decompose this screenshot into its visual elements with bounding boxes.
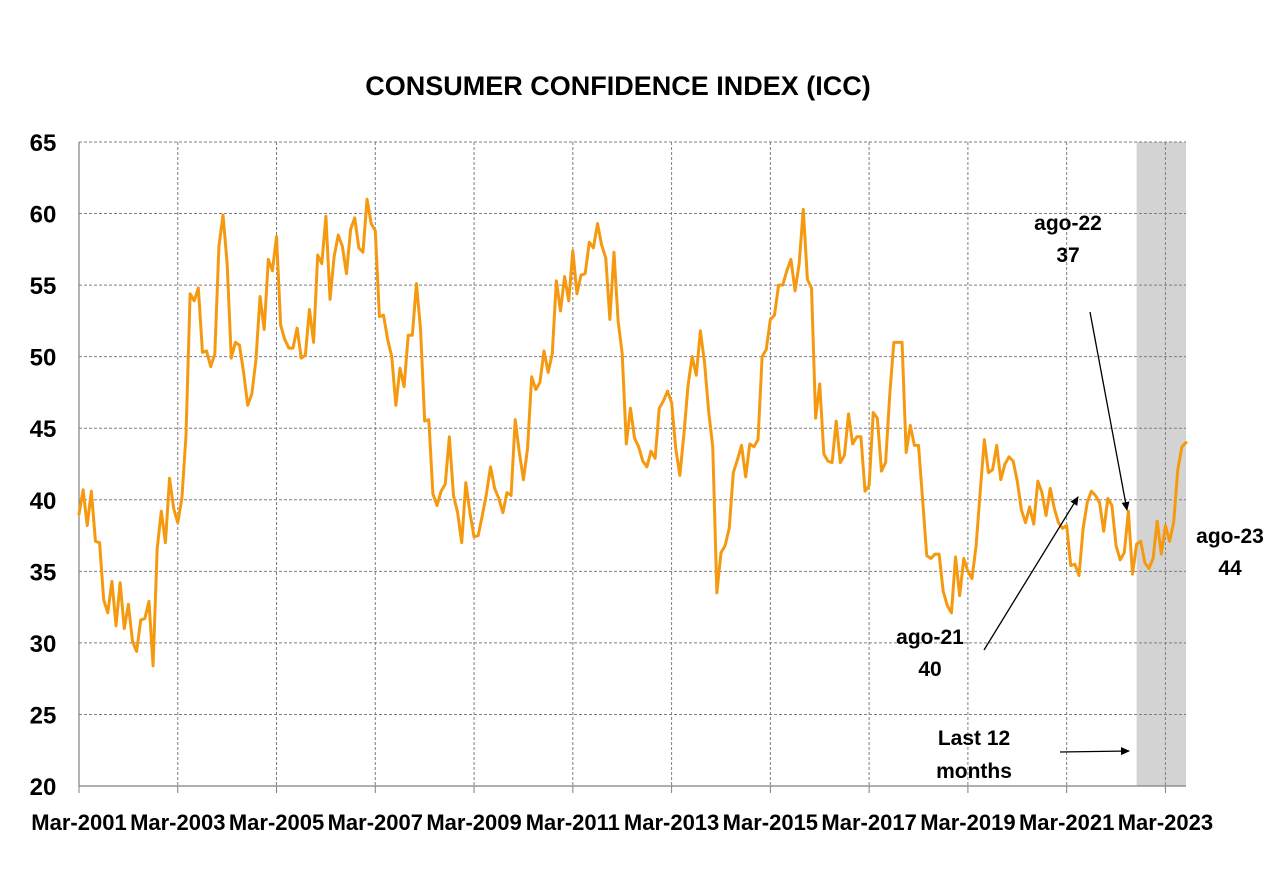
annotation-ago-22-label: ago-22 bbox=[1034, 212, 1102, 235]
x-tick-label-Mar-2003: Mar-2003 bbox=[130, 810, 225, 835]
y-tick-label-30: 30 bbox=[30, 631, 57, 658]
annotation-ago-22: ago-22 37 bbox=[1034, 212, 1130, 511]
annotation-last-12-arrow bbox=[1059, 747, 1130, 756]
annotation-last-12-label-2: months bbox=[936, 760, 1012, 783]
y-tick-label-60: 60 bbox=[30, 202, 57, 229]
y-tick-label-25: 25 bbox=[30, 702, 57, 729]
x-tick-label-Mar-2001: Mar-2001 bbox=[31, 810, 126, 835]
x-tick-label-Mar-2009: Mar-2009 bbox=[426, 810, 521, 835]
x-tick-label-Mar-2005: Mar-2005 bbox=[229, 810, 324, 835]
x-tick-label-Mar-2019: Mar-2019 bbox=[920, 810, 1015, 835]
annotation-ago-22-value: 37 bbox=[1056, 244, 1079, 267]
y-tick-label-55: 55 bbox=[30, 273, 57, 300]
annotation-ago-23-label: ago-23 bbox=[1196, 525, 1264, 548]
x-tick-label-Mar-2007: Mar-2007 bbox=[328, 810, 423, 835]
annotation-ago-21-value: 40 bbox=[918, 658, 941, 681]
x-tick-label-Mar-2023: Mar-2023 bbox=[1118, 810, 1213, 835]
y-tick-label-50: 50 bbox=[30, 345, 57, 372]
x-tick-label-Mar-2011: Mar-2011 bbox=[526, 810, 620, 835]
y-tick-label-65: 65 bbox=[30, 130, 57, 157]
series-line-icc bbox=[77, 197, 1188, 668]
annotation-ago-21-label: ago-21 bbox=[896, 626, 964, 649]
y-tick-label-20: 20 bbox=[30, 774, 57, 801]
x-tick-label-Mar-2021: Mar-2021 bbox=[1019, 810, 1114, 835]
annotation-ago-21: ago-21 40 bbox=[896, 496, 1079, 681]
annotation-ago-22-arrow bbox=[1089, 311, 1130, 511]
x-tick-label-Mar-2015: Mar-2015 bbox=[723, 810, 818, 835]
x-tick-label-Mar-2013: Mar-2013 bbox=[624, 810, 719, 835]
y-tick-label-35: 35 bbox=[30, 559, 57, 586]
y-tick-label-45: 45 bbox=[30, 416, 57, 443]
annotation-ago-21-arrow bbox=[983, 496, 1079, 651]
chart-title: CONSUMER CONFIDENCE INDEX (ICC) bbox=[365, 71, 871, 101]
annotation-last-12-label: Last 12 bbox=[938, 727, 1010, 750]
annotation-ago-23: ago-23 44 bbox=[1196, 525, 1264, 580]
x-tick-label-Mar-2017: Mar-2017 bbox=[821, 810, 916, 835]
y-tick-label-40: 40 bbox=[30, 488, 57, 515]
annotation-ago-23-value: 44 bbox=[1218, 557, 1242, 580]
annotation-last-12-months: Last 12 months bbox=[936, 727, 1130, 783]
